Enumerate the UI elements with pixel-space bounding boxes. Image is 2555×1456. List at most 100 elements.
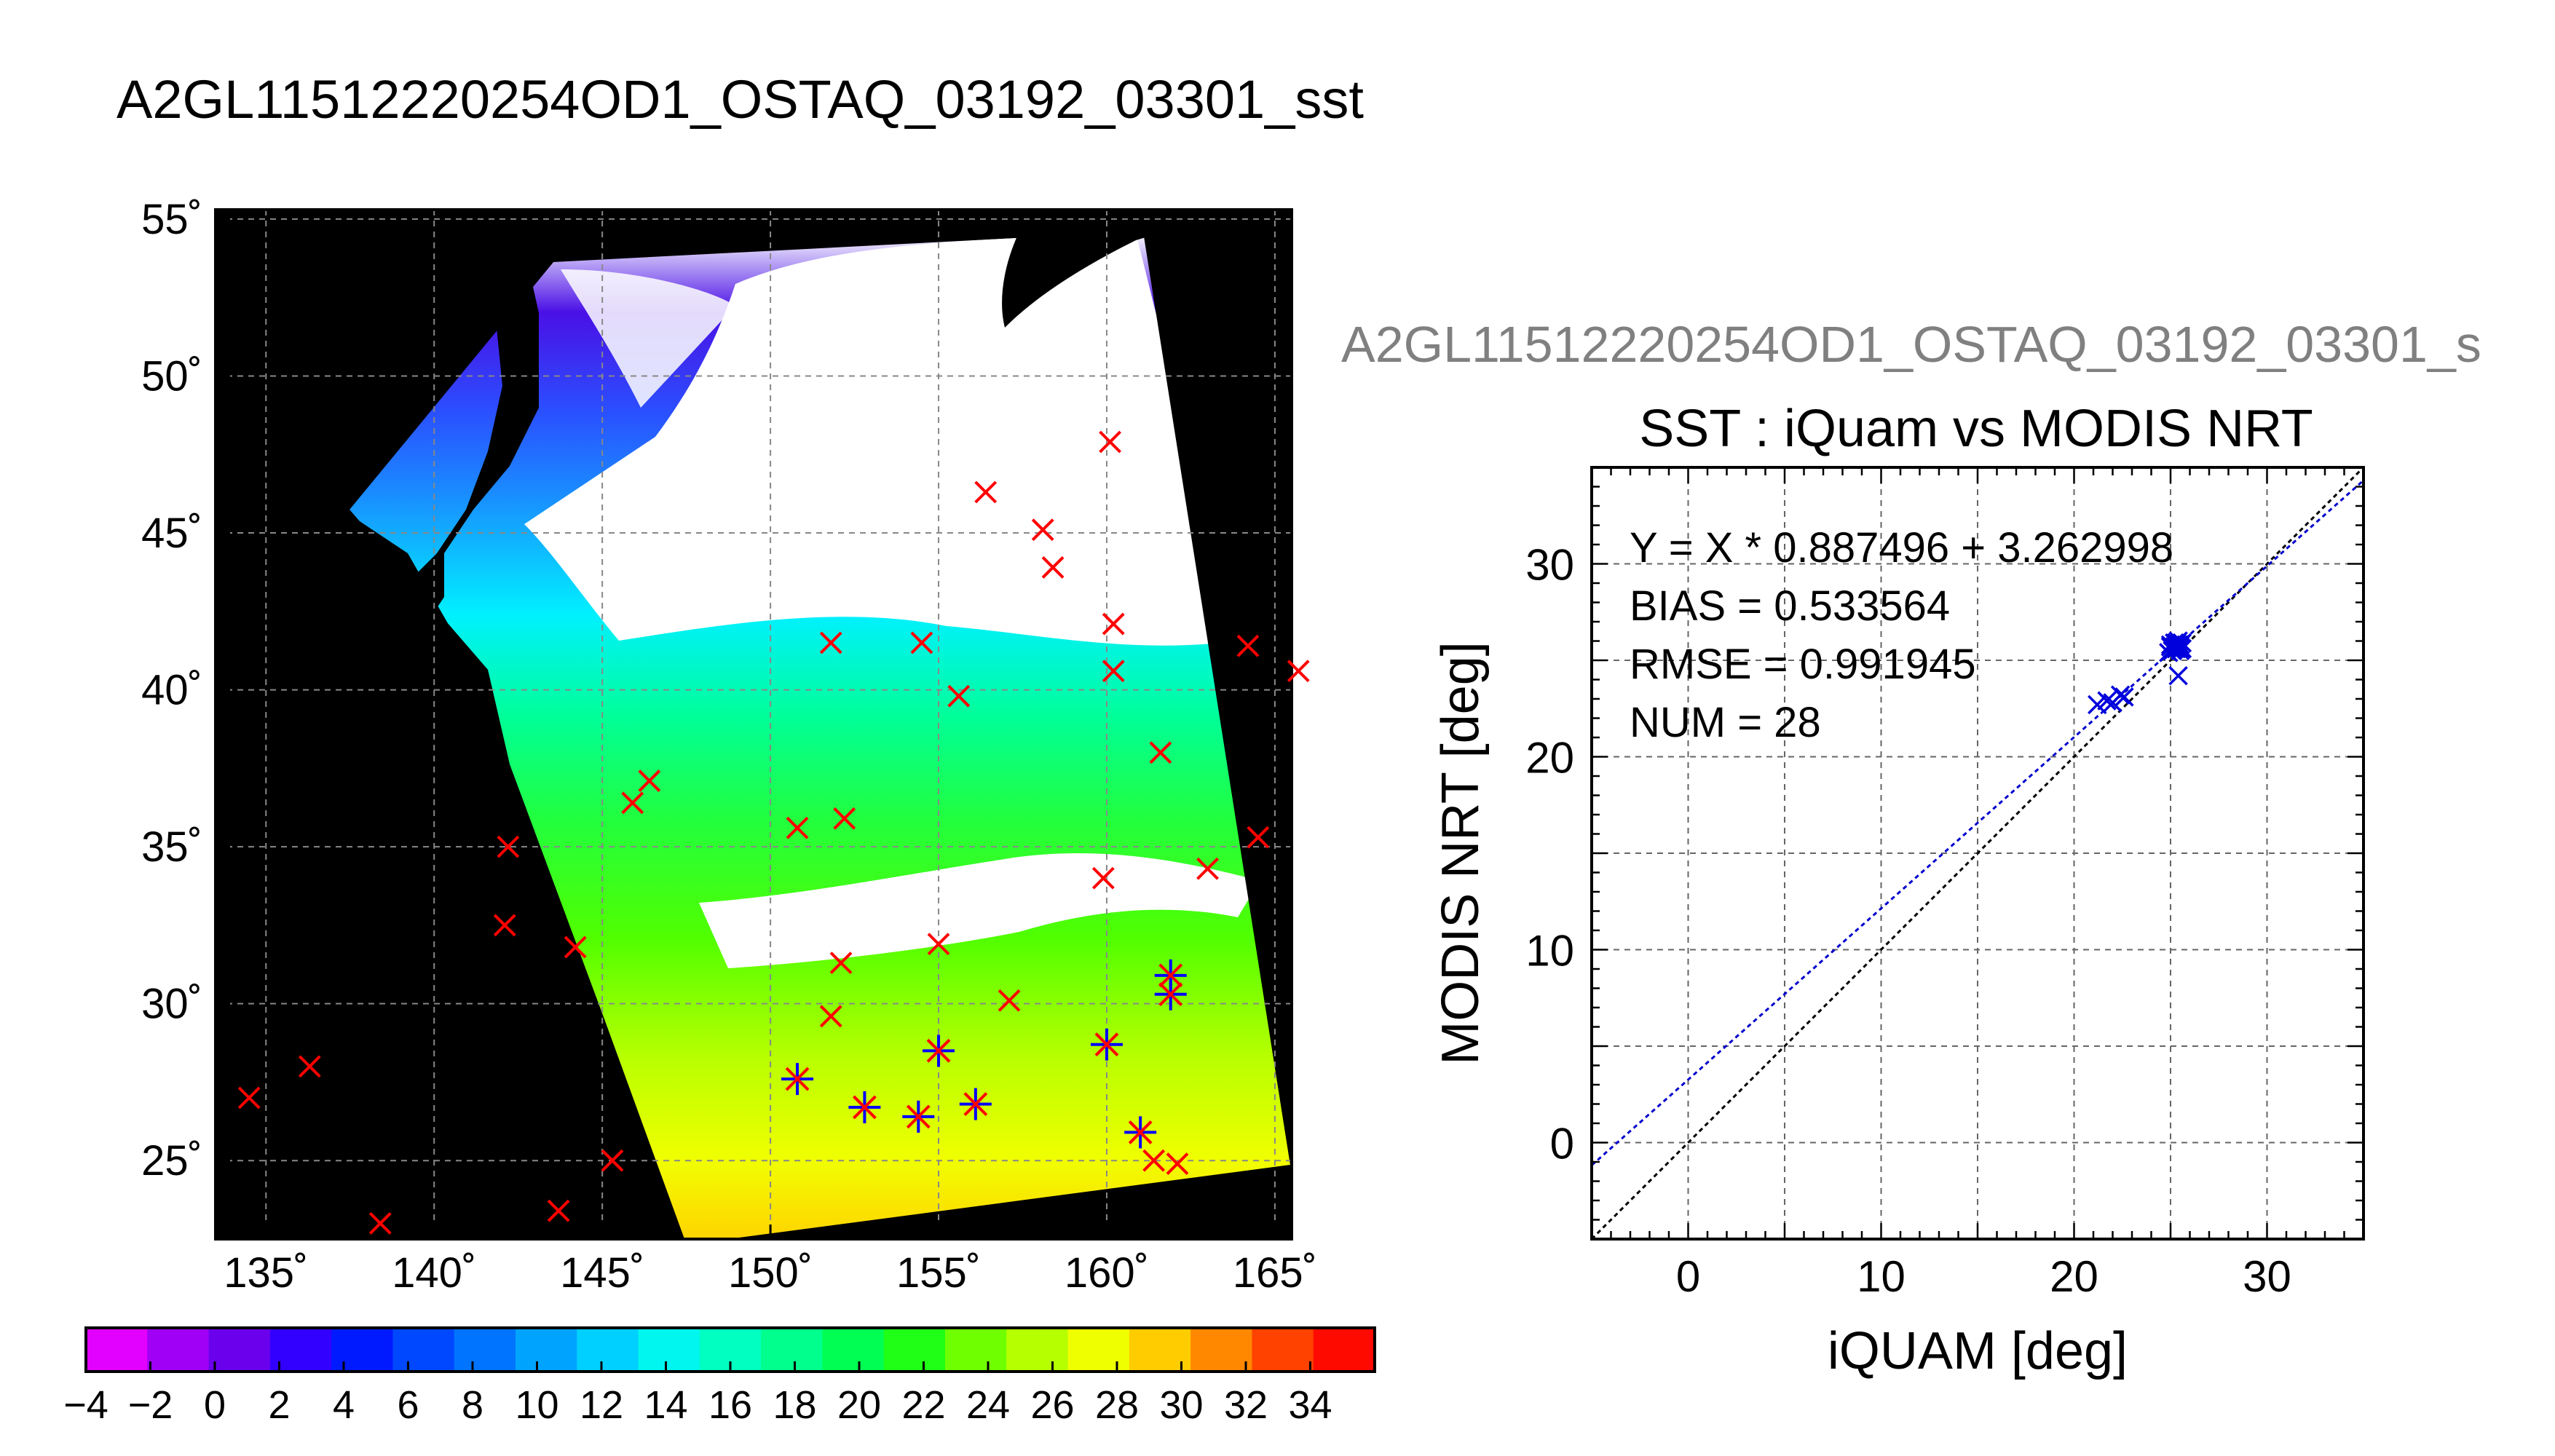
matched-marker-cross — [1094, 1032, 1119, 1057]
scatter-lines — [1590, 466, 2365, 1241]
matchup-marker-stroke-b — [497, 835, 520, 858]
y-axis-label: MODIS NRT [deg] — [1431, 641, 1490, 1065]
colorbar-cells — [86, 1328, 1375, 1372]
colorbar-cell — [331, 1328, 393, 1372]
matchup-marker-stroke-b — [547, 1199, 570, 1222]
colorbar: −4 −2 0 2 4 6 8 10 12 14 16 18 20 22 24 26 28 30 32 34 — [63, 1326, 1376, 1427]
colorbar-tick-label: 32 — [1224, 1383, 1268, 1427]
lon-tick-label: 165˚ — [1233, 1249, 1317, 1297]
matchup-marker-stroke-b — [1142, 1149, 1166, 1172]
colorbar-cell — [883, 1328, 946, 1372]
matchup-marker-stroke-b — [1287, 660, 1310, 683]
matchup-marker — [1102, 612, 1125, 636]
cloud-area-middle — [699, 852, 1260, 968]
scatter-points — [2088, 631, 2192, 715]
scatter-point-stroke-b — [2097, 691, 2117, 711]
matchup-marker-stroke-b — [974, 480, 998, 504]
main-title: A2GL11512220254OD1_OSTAQ_03192_03301_sst — [117, 69, 1364, 130]
matchup-marker-stroke-b — [621, 791, 644, 815]
colorbar-cell — [577, 1328, 639, 1372]
matchup-marker — [1041, 556, 1065, 579]
colorbar-tick-label: 34 — [1288, 1383, 1332, 1427]
x-tick-label: 20 — [2050, 1252, 2098, 1301]
matched-marker-cross — [1158, 963, 1183, 988]
matched-marker-cross-stroke-b — [1158, 982, 1183, 1007]
matchup-marker-stroke-b — [1247, 826, 1270, 849]
matchup-marker — [1031, 518, 1054, 542]
lon-tick-label: 150˚ — [728, 1249, 813, 1297]
matchup-marker-stroke-b — [998, 989, 1021, 1012]
map-panel: 135˚ 140˚ 145˚ 150˚ 155˚ 160˚ 165˚ 25˚ 30˚ 35˚ 40˚… — [141, 196, 1317, 1297]
colorbar-cell — [392, 1328, 455, 1372]
colorbar-tick-label: 14 — [644, 1383, 687, 1427]
matchup-marker — [1166, 1152, 1189, 1175]
scatter-title: SST : iQuam vs MODIS NRT — [1639, 400, 2313, 458]
colorbar-tick-label: 30 — [1159, 1383, 1203, 1427]
matched-marker-cross — [785, 1067, 810, 1091]
lat-tick-label: 50˚ — [141, 352, 202, 400]
matchup-marker-stroke-b — [1102, 660, 1125, 683]
matchup-marker — [1287, 660, 1310, 683]
lat-tick-label: 55˚ — [141, 196, 202, 243]
matched-marker — [959, 1088, 992, 1120]
colorbar-tick-label: 8 — [462, 1383, 483, 1427]
matchup-marker — [786, 816, 809, 839]
colorbar-cell — [945, 1328, 1007, 1372]
fit-line — [1591, 479, 2364, 1166]
colorbar-tick-label: 12 — [580, 1383, 623, 1427]
scatter-point — [2088, 695, 2107, 715]
y-tick-label: 10 — [1525, 927, 1574, 976]
matchup-marker-stroke-b — [1041, 556, 1065, 579]
matchup-marker-stroke-b — [829, 951, 853, 975]
matched-marker-cross-stroke-b — [963, 1092, 988, 1117]
matched-marker — [1154, 959, 1187, 992]
matched-marker-cross — [926, 1038, 951, 1063]
matchup-marker — [1102, 660, 1125, 683]
matched-marker — [923, 1034, 955, 1067]
matchup-marker-stroke-b — [1149, 741, 1172, 764]
scatter-point — [2110, 685, 2131, 705]
colorbar-cell — [147, 1328, 210, 1372]
matchup-marker-stroke-b — [638, 769, 661, 793]
y-tick-label: 0 — [1550, 1120, 1574, 1168]
colorbar-cell — [822, 1328, 885, 1372]
scatter-point-stroke-b — [2160, 635, 2181, 655]
matchup-marker — [974, 480, 998, 504]
x-tick-label: 0 — [1676, 1252, 1700, 1301]
matchup-marker-stroke-b — [947, 684, 971, 708]
colorbar-cell — [1006, 1328, 1069, 1372]
matched-marker-cross-stroke-b — [1128, 1120, 1153, 1144]
matchup-marker — [1142, 1149, 1166, 1172]
land-sakhalin-hokkaido — [393, 248, 539, 641]
matchup-marker — [237, 1086, 261, 1109]
colorbar-tick-label: 6 — [397, 1383, 419, 1427]
map-grid — [216, 210, 1292, 1239]
matchup-marker — [910, 631, 933, 654]
scatter-point — [2168, 665, 2188, 686]
stats-line: Y = X * 0.887496 + 3.262998 — [1630, 524, 2173, 571]
colorbar-tick-label: −2 — [128, 1383, 173, 1427]
colorbar-cell — [454, 1328, 516, 1372]
lon-tick-label: 145˚ — [560, 1249, 644, 1297]
matchup-marker — [1196, 857, 1219, 880]
colorbar-tick-label: 0 — [204, 1383, 226, 1427]
colorbar-cell — [1313, 1328, 1375, 1372]
stats-line: RMSE = 0.991945 — [1630, 641, 1976, 688]
colorbar-tick-label: 20 — [837, 1383, 881, 1427]
matchup-marker-stroke-b — [1196, 857, 1219, 880]
matchup-marker — [1247, 826, 1270, 849]
scatter-ticks: 0 10 20 30 0 10 20 30 — [1525, 466, 2365, 1301]
map-frame — [214, 208, 1293, 1241]
stats-line: NUM = 28 — [1630, 699, 1821, 746]
cloud-area-okhotsk — [561, 269, 735, 408]
matchup-marker — [1149, 741, 1172, 764]
matchup-marker-stroke-b — [927, 933, 950, 956]
colorbar-cell — [1190, 1328, 1252, 1372]
matched-marker-cross-stroke-b — [1158, 963, 1183, 988]
matched-marker-cross — [853, 1095, 877, 1120]
matchup-marker — [833, 807, 856, 830]
colorbar-tick-labels: −4 −2 0 2 4 6 8 10 12 14 16 18 20 22 24 26 28 30 32 34 — [63, 1361, 1332, 1427]
matchup-marker — [638, 769, 661, 793]
matchup-marker — [947, 684, 971, 708]
